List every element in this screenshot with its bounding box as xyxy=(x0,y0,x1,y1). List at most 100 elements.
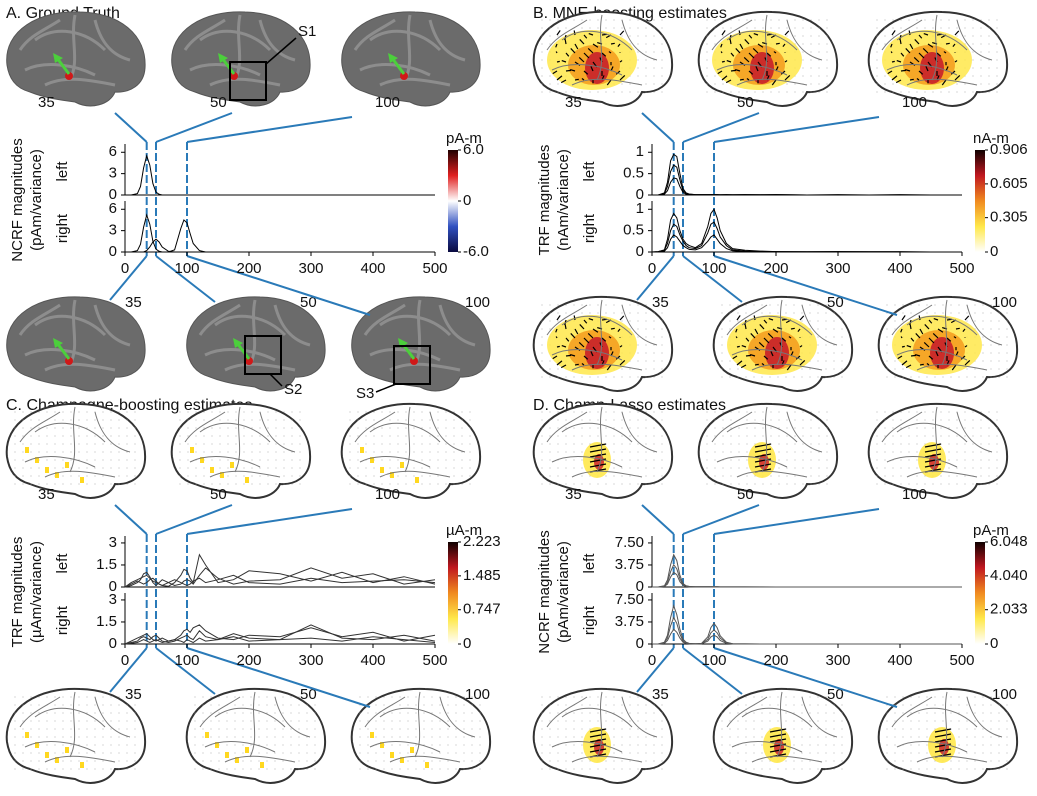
latency-label: 35 xyxy=(652,294,669,311)
grid-dot xyxy=(614,377,615,378)
grid-dot xyxy=(810,377,811,378)
current-arrow xyxy=(557,61,560,62)
grid-dot xyxy=(268,452,269,453)
grid-dot xyxy=(989,84,990,85)
grid-dot xyxy=(406,452,407,453)
grid-dot xyxy=(967,321,968,322)
grid-dot xyxy=(432,745,433,746)
grid-dot xyxy=(802,729,803,730)
grid-dot xyxy=(622,745,623,746)
grid-dot xyxy=(646,377,647,378)
grid-dot xyxy=(558,321,559,322)
grid-dot xyxy=(268,468,269,469)
grid-dot xyxy=(911,705,912,706)
grid-dot xyxy=(925,420,926,421)
grid-dot xyxy=(715,28,716,29)
grid-dot xyxy=(103,745,104,746)
grid-dot xyxy=(723,468,724,469)
grid-dot xyxy=(300,428,301,429)
grid-dot xyxy=(424,705,425,706)
grid-dot xyxy=(574,377,575,378)
grid-dot xyxy=(827,28,828,29)
grid-dot xyxy=(842,353,843,354)
grid-dot xyxy=(23,444,24,445)
grid-dot xyxy=(87,769,88,770)
grid-dot xyxy=(188,484,189,485)
grid-dot xyxy=(414,468,415,469)
grid-dot xyxy=(638,737,639,738)
colorbar-tick-label: 0.906 xyxy=(990,141,1028,158)
grid-dot xyxy=(885,452,886,453)
grid-dot xyxy=(877,444,878,445)
grid-dot xyxy=(31,753,32,754)
grid-dot xyxy=(219,737,220,738)
grid-dot xyxy=(392,769,393,770)
grid-dot xyxy=(654,76,655,77)
grid-dot xyxy=(292,460,293,461)
grid-dot xyxy=(15,713,16,714)
grid-dot xyxy=(662,68,663,69)
grid-dot xyxy=(188,476,189,477)
grid-dot xyxy=(259,713,260,714)
grid-dot xyxy=(598,313,599,314)
grid-dot xyxy=(911,745,912,746)
grid-dot xyxy=(803,36,804,37)
grid-dot xyxy=(730,369,731,370)
grid-dot xyxy=(754,753,755,754)
grid-dot xyxy=(975,761,976,762)
grid-dot xyxy=(127,761,128,762)
grid-dot xyxy=(55,705,56,706)
grid-dot xyxy=(638,412,639,413)
grid-dot xyxy=(390,460,391,461)
grid-dot xyxy=(975,305,976,306)
grid-dot xyxy=(614,444,615,445)
grid-dot xyxy=(722,729,723,730)
grid-dot xyxy=(119,476,120,477)
grid-dot xyxy=(895,369,896,370)
grid-dot xyxy=(646,44,647,45)
grid-dot xyxy=(614,769,615,770)
grid-dot xyxy=(762,745,763,746)
grid-dot xyxy=(925,92,926,93)
grid-dot xyxy=(893,92,894,93)
grid-dot xyxy=(951,761,952,762)
grid-dot xyxy=(195,721,196,722)
grid-dot xyxy=(472,729,473,730)
grid-dot xyxy=(917,412,918,413)
grid-dot xyxy=(895,377,896,378)
grid-dot xyxy=(291,713,292,714)
grid-dot xyxy=(103,468,104,469)
grid-dot xyxy=(909,92,910,93)
grid-dot xyxy=(315,705,316,706)
grid-dot xyxy=(103,697,104,698)
grid-dot xyxy=(39,484,40,485)
grid-dot xyxy=(803,428,804,429)
grid-dot xyxy=(211,697,212,698)
grid-dot xyxy=(228,460,229,461)
grid-dot xyxy=(39,705,40,706)
grid-dot xyxy=(794,721,795,722)
current-arrow xyxy=(901,337,902,338)
grid-dot xyxy=(574,452,575,453)
y-tick-label: 3.75 xyxy=(615,613,644,630)
grid-dot xyxy=(63,697,64,698)
grid-dot xyxy=(951,697,952,698)
grid-dot xyxy=(917,452,918,453)
y-axis-label: (µAm/variance) xyxy=(28,541,45,643)
grid-dot xyxy=(630,460,631,461)
grid-dot xyxy=(252,436,253,437)
grid-dot xyxy=(267,697,268,698)
grid-dot xyxy=(71,428,72,429)
grid-dot xyxy=(983,737,984,738)
grid-dot xyxy=(662,337,663,338)
x-tick-label: 300 xyxy=(825,260,850,277)
grid-dot xyxy=(23,721,24,722)
grid-dot xyxy=(901,412,902,413)
activation xyxy=(390,752,394,758)
grid-dot xyxy=(794,737,795,738)
grid-dot xyxy=(973,444,974,445)
grid-dot xyxy=(368,721,369,722)
grid-dot xyxy=(307,753,308,754)
grid-dot xyxy=(707,468,708,469)
grid-dot xyxy=(997,412,998,413)
